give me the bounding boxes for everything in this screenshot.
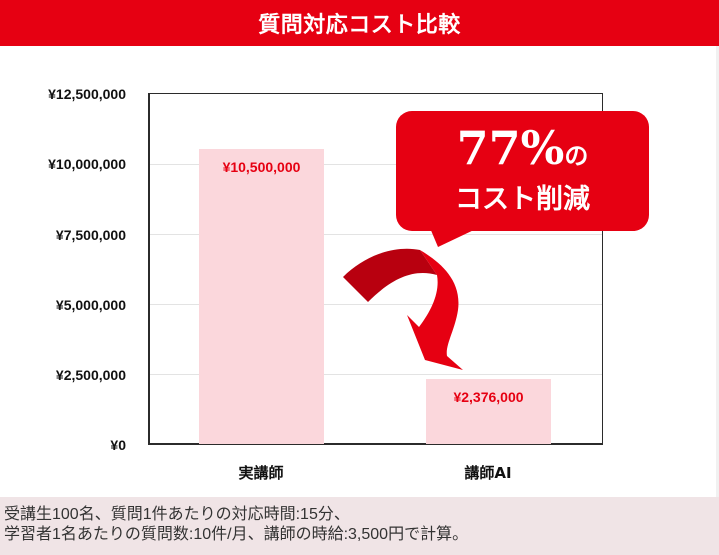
footnote-line: 受講生100名、質問1件あたりの対応時間:15分、 — [4, 506, 350, 523]
gridline — [150, 374, 602, 375]
y-tick: ¥0 — [110, 437, 126, 453]
chart-title-banner: 質問対応コスト比較 — [0, 0, 719, 46]
right-edge-border — [716, 46, 719, 497]
y-tick: ¥12,500,000 — [48, 86, 126, 102]
callout-bubble — [396, 111, 649, 247]
y-tick: ¥5,000,000 — [55, 297, 126, 313]
gridline — [150, 304, 602, 305]
percent-value: 77% — [456, 121, 565, 175]
footnote-box: 受講生100名、質問1件あたりの対応時間:15分、 学習者1名あたりの質問数:1… — [0, 497, 719, 555]
gridline — [150, 164, 602, 165]
bar-real-instructor: ¥10,500,000 — [199, 149, 324, 444]
x-label: 講師AI — [464, 464, 512, 482]
callout-subtitle: コスト削減 — [455, 184, 590, 215]
footnote-line: 学習者1名あたりの質問数:10件/月、講師の時給:3,500円で計算。 — [4, 526, 469, 543]
plot-area: ¥10,500,000 ¥2,376,000 — [148, 93, 603, 445]
y-tick: ¥10,000,000 — [48, 156, 126, 172]
percent-suffix: の — [564, 142, 589, 170]
bar-value-label: ¥10,500,000 — [222, 159, 301, 175]
bar-value-label: ¥2,376,000 — [453, 389, 524, 405]
x-label: 実講師 — [238, 464, 284, 482]
curved-arrow-icon — [343, 248, 463, 370]
bar-ai-instructor: ¥2,376,000 — [426, 379, 551, 444]
callout-percent: 77%の — [396, 122, 649, 182]
gridline — [150, 234, 602, 235]
chart-title: 質問対応コスト比較 — [258, 13, 461, 38]
y-tick: ¥2,500,000 — [55, 367, 126, 383]
y-tick: ¥7,500,000 — [55, 227, 126, 243]
